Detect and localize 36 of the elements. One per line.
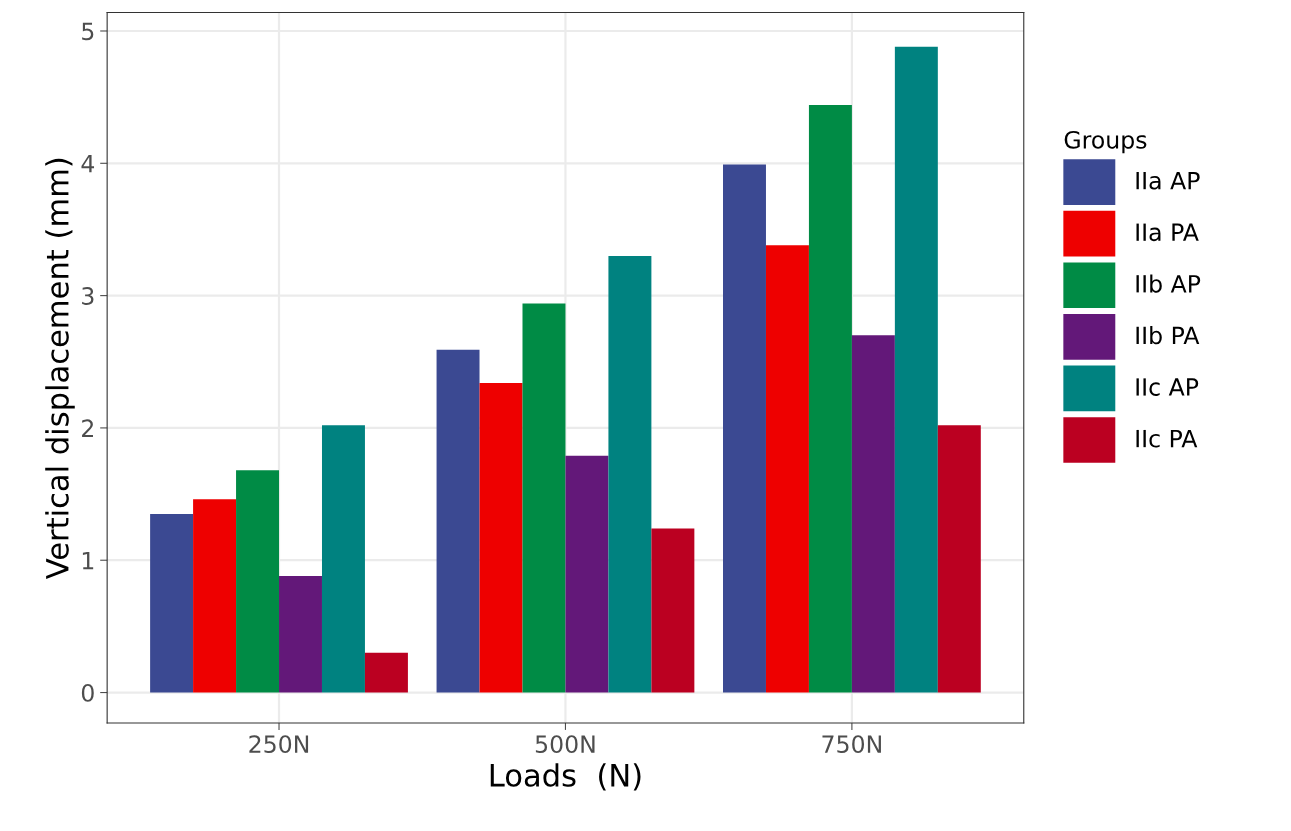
y-tick-label: 4 [81,155,95,173]
bar [436,349,480,693]
legend-label: IIa AP [1136,172,1200,190]
x-tick-label: 500N [535,735,595,754]
y-axis-title: Vertical displacement (mm) [45,158,75,580]
bar [608,255,652,693]
bar [723,164,766,693]
legend-label: IIc AP [1136,378,1199,396]
bar [894,46,938,693]
bar [851,335,895,693]
x-tick-label: 250N [249,735,309,754]
y-tick-label: 2 [82,419,93,437]
bar [236,470,280,693]
legend-label: IIb PA [1136,326,1200,345]
bar [364,652,408,693]
bar [651,528,695,693]
bar [193,499,237,693]
legend-label: IIc PA [1136,429,1198,448]
bar [522,303,566,693]
bar [321,425,365,693]
legend-label: IIb AP [1136,274,1201,293]
bar [479,382,523,693]
x-axis-title: Loads (N) [490,763,641,791]
y-tick-label: 3 [82,287,94,305]
bar [765,245,809,693]
y-tick-label: 0 [81,683,94,702]
x-tick-label: 750N [822,735,881,754]
y-tick-label: 5 [82,22,94,41]
legend-label: IIa PA [1136,223,1199,242]
bar [150,513,194,693]
bar [565,455,609,693]
bar [808,105,852,693]
legend-title: Groups [1064,130,1147,154]
bar [937,425,981,693]
y-tick-label: 1 [82,551,94,570]
bar [279,576,322,693]
